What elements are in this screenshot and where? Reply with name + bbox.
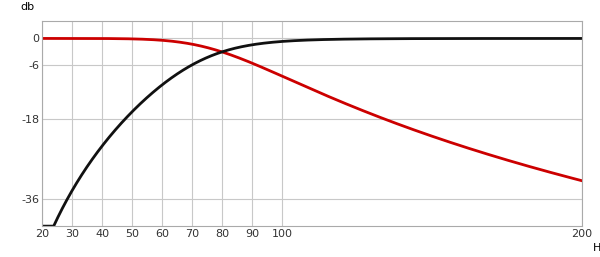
- Text: db: db: [20, 2, 35, 12]
- Text: Hz: Hz: [593, 243, 600, 253]
